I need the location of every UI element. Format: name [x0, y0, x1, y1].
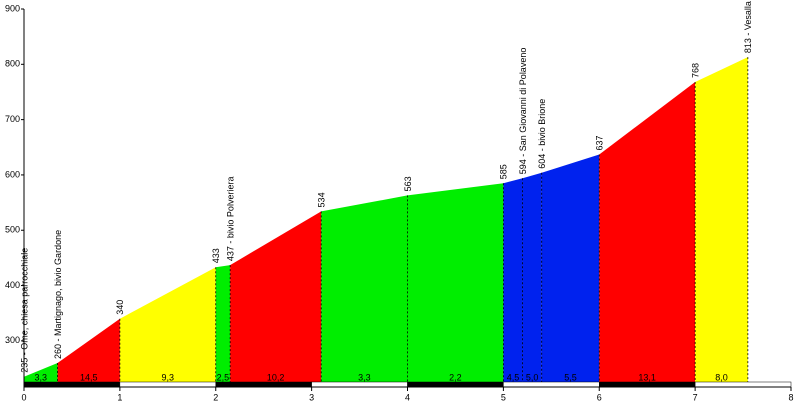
segment [57, 318, 120, 384]
x-tick-label: 3 [309, 392, 314, 402]
y-tick-label: 600 [5, 169, 20, 179]
x-tick-label: 4 [405, 392, 410, 402]
y-tick-label: 700 [5, 114, 20, 124]
km-stripe [694, 381, 792, 388]
km-stripe [311, 381, 408, 388]
km-stripe [119, 381, 216, 388]
y-tick-label: 500 [5, 225, 20, 235]
km-stripe [215, 381, 312, 388]
segment [230, 211, 322, 384]
segment [321, 195, 408, 384]
y-tick-label: 300 [5, 335, 20, 345]
gradient-label: 5,0 [526, 372, 539, 382]
x-tick-label: 5 [501, 392, 506, 402]
segment [407, 183, 504, 384]
y-tick-label: 900 [5, 3, 20, 13]
y-tick-label: 800 [5, 59, 20, 69]
point-label: 260 - Martignago, bivio Gardone [53, 230, 63, 359]
segment [522, 172, 542, 384]
segment [24, 362, 58, 384]
km-stripe [23, 381, 121, 388]
point-label: 768 [691, 63, 701, 78]
gradient-label: 14,5 [80, 372, 98, 382]
point-label: 637 [595, 135, 605, 150]
x-tick-label: 0 [21, 392, 26, 402]
gradient-label: 13,1 [638, 372, 656, 382]
km-stripe [599, 381, 696, 388]
gradient-label: 4,5 [507, 372, 520, 382]
segment [541, 154, 600, 384]
segment [599, 82, 696, 384]
gradient-label: 3,3 [358, 372, 371, 382]
km-stripe [503, 381, 600, 388]
point-label: 437 - bivio Polveriera [226, 177, 236, 262]
y-tick-label: 400 [5, 280, 20, 290]
segment [695, 57, 748, 384]
segment [119, 267, 216, 384]
gradient-label: 2,2 [449, 372, 462, 382]
gradient-label: 9,3 [162, 372, 175, 382]
km-stripe [407, 381, 504, 388]
x-tick-label: 8 [788, 392, 793, 402]
segment [503, 178, 523, 384]
x-tick-label: 2 [213, 392, 218, 402]
gradient-label: 10,2 [267, 372, 285, 382]
x-tick-label: 7 [693, 392, 698, 402]
point-label: 813 - Vesalla [743, 1, 753, 53]
point-label: 604 - bivio Brione [537, 99, 547, 169]
point-label: 433 [211, 248, 221, 263]
gradient-label: 2,5 [217, 372, 230, 382]
x-tick-label: 6 [597, 392, 602, 402]
gradient-label: 5,5 [564, 372, 577, 382]
point-label: 594 - San Giovanni di Polaveno [518, 48, 528, 175]
point-label: 585 [499, 164, 509, 179]
point-label: 534 [317, 192, 327, 207]
point-label: 563 [403, 176, 413, 191]
x-tick-label: 1 [117, 392, 122, 402]
point-label: 340 [115, 300, 125, 315]
gradient-label: 3,3 [35, 372, 48, 382]
segment [215, 265, 231, 384]
gradient-label: 8,0 [715, 372, 728, 382]
